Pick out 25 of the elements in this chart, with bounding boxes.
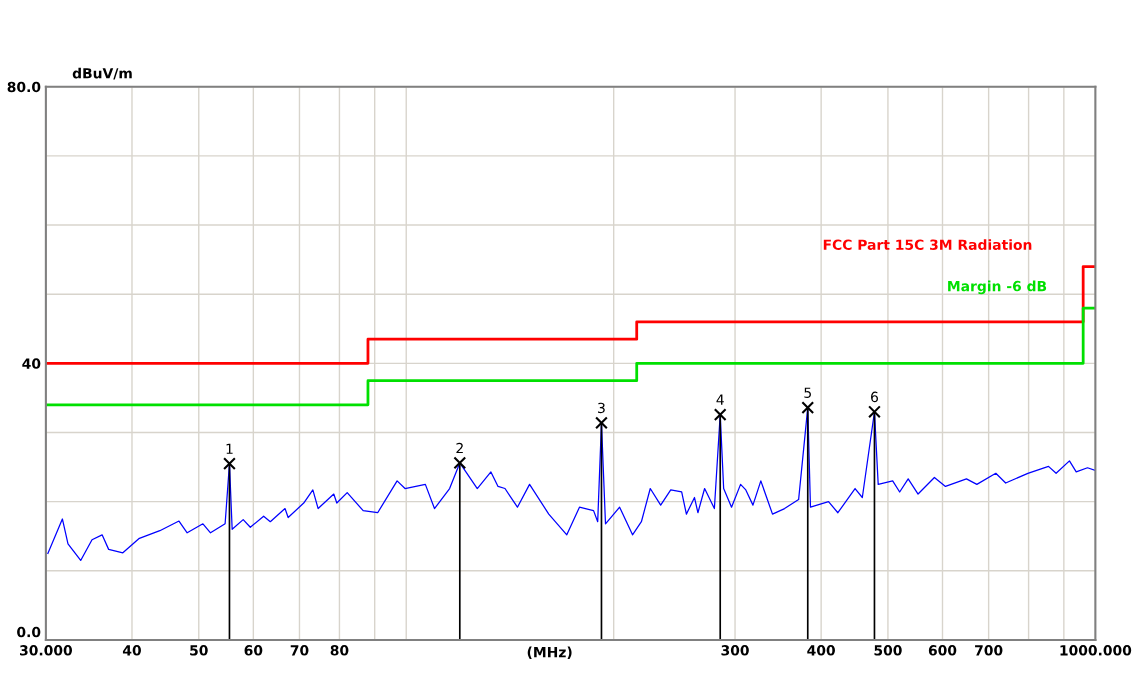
text: Margin -6 dB bbox=[948, 280, 1047, 295]
x-tick-label: 60 bbox=[244, 645, 263, 656]
x-tick-label: 70 bbox=[290, 645, 309, 656]
x-tick-label: 300 bbox=[721, 645, 749, 656]
x-tick-label: 400 bbox=[807, 645, 835, 656]
y-axis-title: dBuV/m bbox=[72, 67, 132, 80]
x-tick-label: 30.000 bbox=[20, 645, 73, 656]
annotation: 4 bbox=[716, 394, 724, 405]
x-tick-label: 1000.000 bbox=[1060, 645, 1132, 656]
y-tick-label: 0.0 bbox=[17, 626, 41, 638]
y-tick-label: 40 bbox=[22, 358, 41, 369]
annotation: 3 bbox=[598, 402, 605, 414]
x-tick-label: 40 bbox=[122, 645, 141, 656]
x-tick-label: 700 bbox=[975, 645, 1003, 656]
x-tick-label: 50 bbox=[190, 645, 208, 656]
annotation: 5 bbox=[804, 387, 811, 398]
x-tick-label: 80 bbox=[330, 645, 349, 656]
x-axis-title: (MHz) bbox=[527, 646, 572, 659]
annotation: 2 bbox=[456, 442, 463, 454]
y-tick-label: 80.0 bbox=[7, 81, 41, 93]
text: FCC Part 15C 3M Radiation bbox=[823, 239, 1032, 250]
x-tick-label: 500 bbox=[874, 645, 902, 656]
annotation: 1 bbox=[226, 443, 233, 454]
x-tick-label: 600 bbox=[928, 645, 957, 656]
annotation: 6 bbox=[871, 391, 878, 403]
